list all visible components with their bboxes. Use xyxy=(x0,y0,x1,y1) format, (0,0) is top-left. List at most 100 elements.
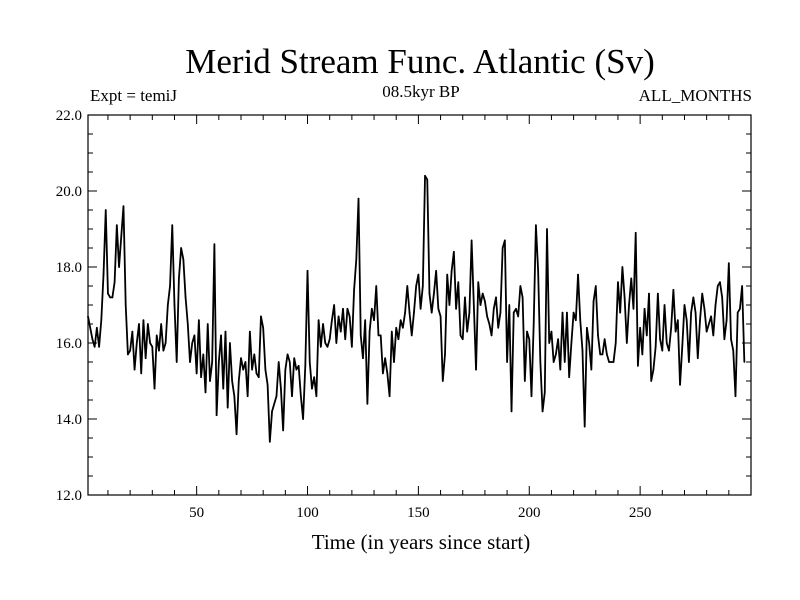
data-point xyxy=(665,342,668,344)
data-point xyxy=(484,300,486,303)
data-point xyxy=(464,296,466,299)
data-point xyxy=(153,387,156,390)
data-point xyxy=(164,342,167,344)
data-point xyxy=(359,334,362,337)
data-point xyxy=(719,281,721,284)
data-point xyxy=(386,372,389,375)
data-point xyxy=(577,273,579,276)
data-point xyxy=(184,296,187,299)
data-point xyxy=(169,285,171,287)
data-point xyxy=(696,357,699,360)
data-point xyxy=(273,403,276,405)
data-points xyxy=(87,175,746,443)
data-point xyxy=(308,361,311,363)
y-tick-label: 12.0 xyxy=(56,488,82,504)
data-point xyxy=(260,315,262,318)
data-point xyxy=(690,311,692,314)
data-point xyxy=(109,296,111,299)
data-point xyxy=(548,342,551,344)
data-point xyxy=(87,315,89,318)
data-point xyxy=(453,251,455,253)
data-point xyxy=(730,338,732,341)
data-point xyxy=(293,357,296,360)
data-point xyxy=(93,346,96,348)
data-point xyxy=(517,315,519,318)
data-point xyxy=(138,323,140,325)
data-point xyxy=(568,376,570,379)
data-point xyxy=(670,327,672,329)
data-point xyxy=(497,327,500,329)
data-point xyxy=(610,361,613,363)
data-point xyxy=(135,342,138,344)
data-point xyxy=(703,308,706,310)
data-point xyxy=(648,292,650,295)
data-point xyxy=(728,262,730,265)
data-point xyxy=(124,304,127,306)
data-point xyxy=(488,323,491,325)
data-point xyxy=(657,292,659,295)
data-point xyxy=(515,308,517,310)
data-point xyxy=(107,292,109,295)
data-point xyxy=(155,334,158,337)
data-point xyxy=(282,429,284,432)
data-point xyxy=(182,258,185,261)
data-point xyxy=(501,247,504,249)
data-point xyxy=(455,308,457,310)
data-point xyxy=(441,380,444,382)
data-point xyxy=(271,410,273,413)
data-point xyxy=(683,304,686,306)
data-point xyxy=(466,330,468,333)
data-point xyxy=(371,308,373,310)
x-tick-label: 250 xyxy=(629,505,652,521)
data-point xyxy=(692,296,695,299)
data-point xyxy=(320,346,322,348)
data-point xyxy=(397,338,400,341)
data-point xyxy=(324,342,327,344)
data-point xyxy=(508,304,511,306)
data-point xyxy=(681,346,684,348)
data-point xyxy=(280,387,282,390)
data-point xyxy=(373,319,375,322)
data-point xyxy=(142,319,145,322)
data-point xyxy=(264,368,267,371)
data-point xyxy=(111,296,114,299)
data-point xyxy=(379,334,382,337)
data-point xyxy=(461,338,464,341)
data-point xyxy=(654,346,657,348)
data-point xyxy=(404,311,406,314)
data-point xyxy=(96,327,98,329)
data-point xyxy=(634,232,637,234)
data-point xyxy=(716,285,719,287)
data-point xyxy=(226,406,229,409)
data-point xyxy=(257,376,260,379)
chart-subtitle-center: 08.5kyr BP xyxy=(382,82,459,101)
data-point xyxy=(413,311,415,314)
data-point xyxy=(220,334,222,337)
data-point xyxy=(732,349,735,352)
data-point xyxy=(129,349,131,352)
chart-subtitle-right: ALL_MONTHS xyxy=(639,86,752,105)
data-point xyxy=(555,353,557,356)
data-point xyxy=(351,346,353,348)
data-point xyxy=(575,319,577,322)
data-point xyxy=(444,353,446,356)
data-point xyxy=(189,361,191,363)
data-point xyxy=(437,308,440,310)
data-point xyxy=(504,239,506,242)
data-point xyxy=(694,311,697,314)
data-point xyxy=(362,357,364,360)
data-point xyxy=(475,368,477,371)
data-point xyxy=(395,327,398,329)
data-point xyxy=(424,175,426,177)
data-point xyxy=(535,224,537,226)
data-point xyxy=(543,391,546,394)
data-point xyxy=(621,266,624,268)
data-point xyxy=(710,315,712,318)
data-point xyxy=(297,365,300,367)
data-point xyxy=(253,353,256,356)
data-point xyxy=(147,323,149,325)
data-point xyxy=(382,372,384,375)
data-point xyxy=(668,349,670,352)
data-point xyxy=(490,334,493,337)
data-point xyxy=(557,338,559,341)
